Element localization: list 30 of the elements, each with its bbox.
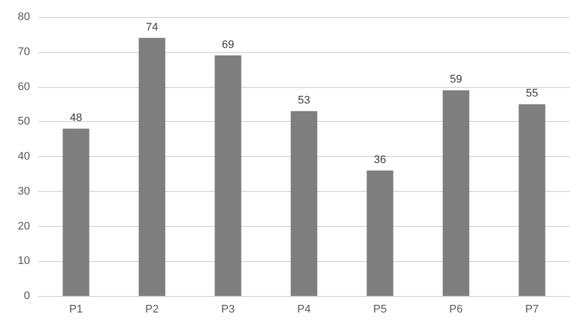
bar	[442, 90, 470, 296]
y-tick-label: 40	[18, 150, 30, 162]
y-tick-label: 70	[18, 46, 30, 58]
x-tick-label: P7	[525, 304, 539, 316]
y-tick-label: 30	[18, 185, 30, 198]
data-label: 53	[298, 94, 310, 107]
data-label: 55	[526, 88, 538, 100]
data-label: 48	[70, 112, 82, 124]
y-tick-label: 0	[24, 290, 30, 302]
data-label: 36	[374, 154, 386, 166]
x-tick-label: P5	[373, 304, 387, 316]
y-tick-label: 80	[18, 11, 30, 23]
y-tick-label: 60	[18, 80, 30, 93]
data-label: 74	[146, 21, 158, 34]
x-tick-label: P4	[297, 304, 311, 316]
bar	[366, 170, 394, 296]
bar	[62, 128, 90, 296]
y-tick-label: 50	[18, 116, 30, 128]
bar	[138, 38, 166, 296]
x-tick-label: P6	[449, 304, 463, 316]
x-tick-label: P3	[221, 304, 235, 316]
y-tick-label: 10	[18, 255, 30, 268]
bar	[518, 104, 546, 296]
bar	[214, 55, 242, 296]
data-label: 59	[450, 74, 462, 86]
data-label: 69	[222, 38, 234, 51]
x-tick-label: P1	[69, 304, 83, 316]
x-tick-label: P2	[145, 304, 159, 316]
y-tick-label: 20	[18, 220, 30, 232]
bar	[290, 111, 318, 296]
